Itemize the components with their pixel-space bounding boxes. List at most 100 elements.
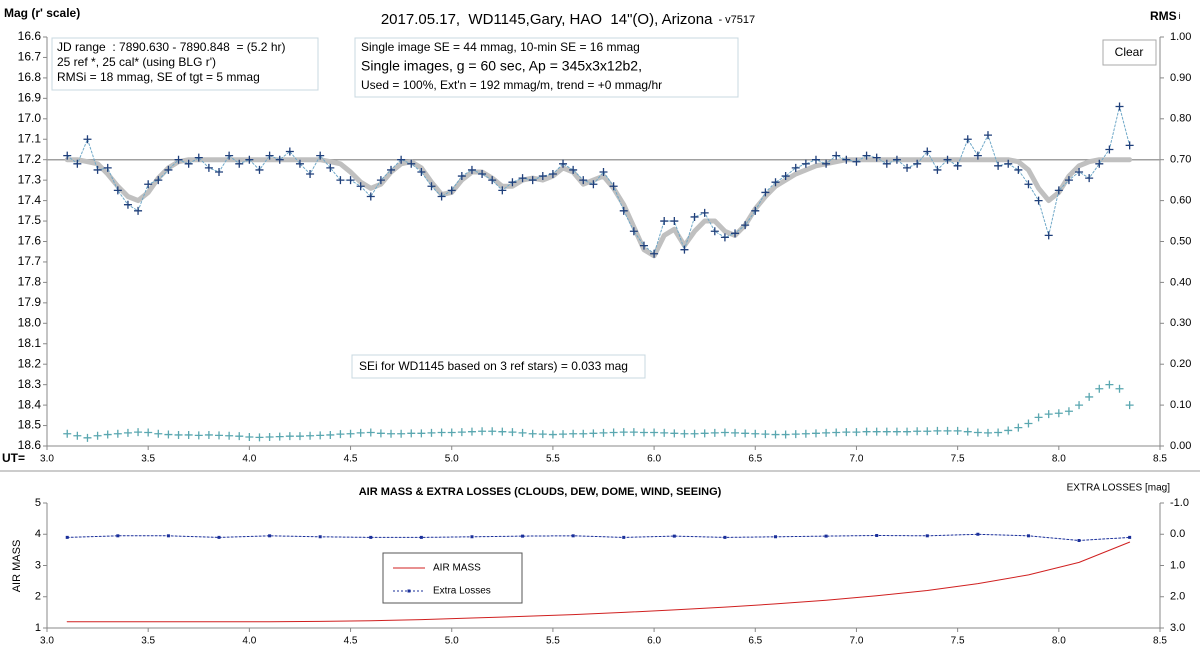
data-point <box>295 432 304 441</box>
data-point <box>660 428 669 437</box>
y-tick-label: 18.6 <box>18 438 42 452</box>
data-point <box>326 163 335 172</box>
y-tick-label: 18.0 <box>18 315 42 329</box>
data-point <box>1014 165 1023 174</box>
series-line <box>66 106 1131 255</box>
data-point <box>700 208 709 217</box>
y2-tick-label: 0.0 <box>1170 528 1185 540</box>
info-box <box>351 354 646 379</box>
y-tick-label: 3 <box>35 559 41 571</box>
data-point <box>83 135 92 144</box>
data-point <box>824 534 828 538</box>
x-tick-label: 5.0 <box>445 636 459 647</box>
data-point <box>217 535 221 539</box>
data-point <box>639 428 648 437</box>
x-tick-label: 7.0 <box>850 454 864 465</box>
data-point <box>571 534 575 538</box>
chart-title: AIR MASS & EXTRA LOSSES (CLOUDS, DEW, DO… <box>359 486 722 498</box>
data-point <box>943 426 952 435</box>
data-point <box>528 429 537 438</box>
data-point <box>366 428 375 437</box>
clear-button-label[interactable]: Clear <box>1115 45 1144 59</box>
x-tick-label: 7.5 <box>951 454 965 465</box>
data-point <box>811 429 820 438</box>
data-point <box>174 155 183 164</box>
data-point <box>589 180 598 189</box>
y2-tick-label: 0.00 <box>1170 440 1191 452</box>
data-point <box>164 430 173 439</box>
x-tick-label: 3.0 <box>40 454 54 465</box>
data-point <box>953 426 962 435</box>
x-tick-label: 3.5 <box>141 454 155 465</box>
data-point <box>427 428 436 437</box>
y-tick-label: 16.9 <box>18 91 42 105</box>
data-point <box>761 430 770 439</box>
data-point <box>538 172 547 181</box>
data-point <box>134 428 143 437</box>
y2-tick-label: 1.0 <box>1170 559 1185 571</box>
data-point <box>589 429 598 438</box>
data-point <box>680 245 689 254</box>
data-point <box>832 428 841 437</box>
data-point <box>285 432 294 441</box>
data-point <box>103 430 112 439</box>
data-point <box>872 427 881 436</box>
series-line <box>66 533 1131 541</box>
data-point <box>973 428 982 437</box>
data-point <box>518 428 527 437</box>
data-point <box>994 161 1003 170</box>
data-point <box>73 159 82 168</box>
data-point <box>204 163 213 172</box>
y2-axis-label: RMS i <box>1150 9 1181 23</box>
y2-tick-label: 3.0 <box>1170 622 1185 634</box>
data-point <box>1085 392 1094 401</box>
data-point <box>670 429 679 438</box>
data-point <box>983 131 992 140</box>
x-tick-label: 8.5 <box>1153 636 1167 647</box>
data-point <box>508 428 517 437</box>
x-tick-label: 3.5 <box>141 636 155 647</box>
data-point <box>731 229 740 238</box>
series-line <box>66 541 1131 623</box>
data-point <box>437 428 446 437</box>
data-point <box>376 176 385 185</box>
data-point <box>925 534 929 538</box>
data-point <box>538 430 547 439</box>
y2-tick-label: 0.80 <box>1170 113 1191 125</box>
y-tick-label: 16.6 <box>18 29 42 43</box>
data-point <box>923 427 932 436</box>
clear-button[interactable] <box>1102 39 1157 66</box>
data-point <box>670 217 679 226</box>
data-point <box>1054 409 1063 418</box>
data-point <box>518 174 527 183</box>
data-point <box>913 159 922 168</box>
data-point <box>73 431 82 440</box>
data-point <box>913 427 922 436</box>
data-point <box>629 428 638 437</box>
y-tick-label: 16.8 <box>18 70 42 84</box>
y2-label-sub: i <box>1179 11 1181 21</box>
y2-label-text: RMS <box>1150 9 1177 23</box>
x-tick-label: 4.5 <box>344 454 358 465</box>
data-point <box>215 167 224 176</box>
data-point <box>457 428 466 437</box>
data-point <box>943 155 952 164</box>
data-point <box>447 428 456 437</box>
data-point <box>488 427 497 436</box>
data-point <box>326 430 335 439</box>
data-point <box>215 431 224 440</box>
data-point <box>318 535 322 539</box>
data-point <box>1024 180 1033 189</box>
data-point <box>437 192 446 201</box>
data-point <box>700 429 709 438</box>
data-point <box>467 165 476 174</box>
y-tick-label: 18.3 <box>18 377 42 391</box>
data-point <box>336 176 345 185</box>
data-point <box>467 427 476 436</box>
data-point <box>559 159 568 168</box>
data-point <box>306 170 315 179</box>
y2-tick-label: 0.90 <box>1170 72 1191 84</box>
data-point <box>1105 145 1114 154</box>
y2-tick-label: 1.00 <box>1170 31 1191 43</box>
